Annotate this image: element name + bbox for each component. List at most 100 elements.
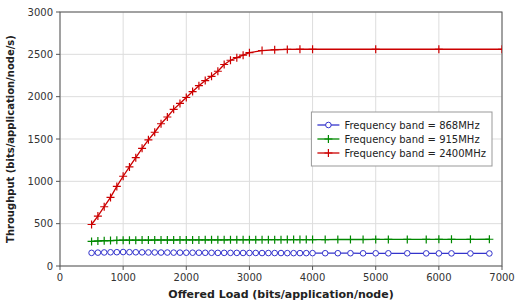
point	[88, 221, 96, 229]
point	[372, 45, 380, 53]
point	[283, 45, 291, 53]
point	[114, 249, 120, 255]
series	[89, 249, 492, 256]
point	[498, 45, 502, 53]
tick-mark	[186, 266, 187, 270]
point	[435, 235, 443, 243]
grid-line	[60, 223, 502, 224]
point	[138, 144, 146, 152]
tick-label: 3000	[28, 7, 53, 18]
point	[271, 46, 279, 54]
point	[285, 250, 291, 256]
point	[423, 251, 429, 257]
plot-frame	[60, 12, 502, 266]
point	[100, 203, 108, 211]
point	[202, 250, 208, 256]
point	[359, 235, 367, 243]
grid-line	[60, 96, 502, 97]
axes: 0100020003000400050006000700005001000150…	[28, 7, 515, 284]
data	[88, 45, 502, 256]
tick-label: 6000	[426, 272, 451, 283]
line	[92, 49, 502, 224]
point	[335, 250, 341, 256]
point	[127, 249, 133, 255]
tick-label: 1000	[28, 176, 53, 187]
tick-label: 7000	[489, 272, 514, 283]
point	[372, 235, 380, 243]
point	[132, 154, 140, 162]
point	[291, 250, 297, 256]
tick-label: 2000	[28, 91, 53, 102]
point	[108, 249, 114, 255]
point	[297, 250, 303, 256]
legend-marker	[326, 122, 332, 128]
tick-label: 0	[47, 261, 53, 272]
point	[321, 236, 329, 244]
tick-mark	[56, 139, 60, 140]
point	[266, 250, 272, 256]
point	[253, 250, 259, 256]
point	[177, 250, 183, 256]
grid	[60, 12, 502, 266]
plot-area	[60, 12, 502, 266]
grid-line	[60, 181, 502, 182]
point	[165, 250, 171, 256]
tick-label: 3000	[237, 272, 262, 283]
point	[309, 45, 317, 53]
tick-label: 500	[34, 218, 53, 229]
tick-mark	[249, 266, 250, 270]
point	[170, 105, 178, 113]
point	[386, 251, 392, 257]
point	[208, 72, 216, 80]
series	[88, 235, 494, 245]
point	[157, 120, 165, 128]
tick-label: 2000	[174, 272, 199, 283]
point	[101, 250, 107, 256]
point	[220, 60, 228, 68]
point	[348, 250, 354, 256]
point	[214, 67, 222, 75]
point	[360, 251, 366, 257]
point	[436, 251, 442, 257]
legend-marker	[324, 149, 332, 157]
point	[322, 250, 328, 256]
point	[309, 236, 317, 244]
point	[183, 250, 189, 256]
point	[487, 251, 493, 257]
point	[119, 172, 127, 180]
point	[258, 47, 266, 55]
tick-mark	[60, 266, 61, 270]
point	[190, 250, 196, 256]
legend-label: Frequency band = 868MHz	[344, 120, 479, 131]
tick-mark	[56, 96, 60, 97]
point	[133, 249, 139, 255]
point	[346, 235, 354, 243]
point	[189, 88, 197, 96]
point	[247, 250, 253, 256]
point	[422, 235, 430, 243]
point	[94, 212, 102, 220]
point	[447, 235, 455, 243]
point	[139, 250, 145, 256]
point	[296, 45, 304, 53]
grid-line	[60, 54, 502, 55]
point	[201, 77, 209, 85]
tick-mark	[56, 54, 60, 55]
point	[403, 235, 411, 243]
point	[107, 193, 115, 201]
tick-label: 5000	[363, 272, 388, 283]
point	[245, 49, 253, 57]
y-axis-label: Throughput (bits/application/node/s)	[5, 35, 16, 243]
tick-mark	[123, 266, 124, 270]
tick-mark	[375, 266, 376, 270]
point	[125, 163, 133, 171]
point	[404, 251, 410, 257]
point	[234, 250, 240, 256]
point	[152, 250, 158, 256]
point	[95, 250, 101, 256]
series	[88, 45, 502, 228]
tick-label: 1500	[28, 134, 53, 145]
point	[171, 250, 177, 256]
point	[113, 182, 121, 190]
point	[146, 250, 152, 256]
